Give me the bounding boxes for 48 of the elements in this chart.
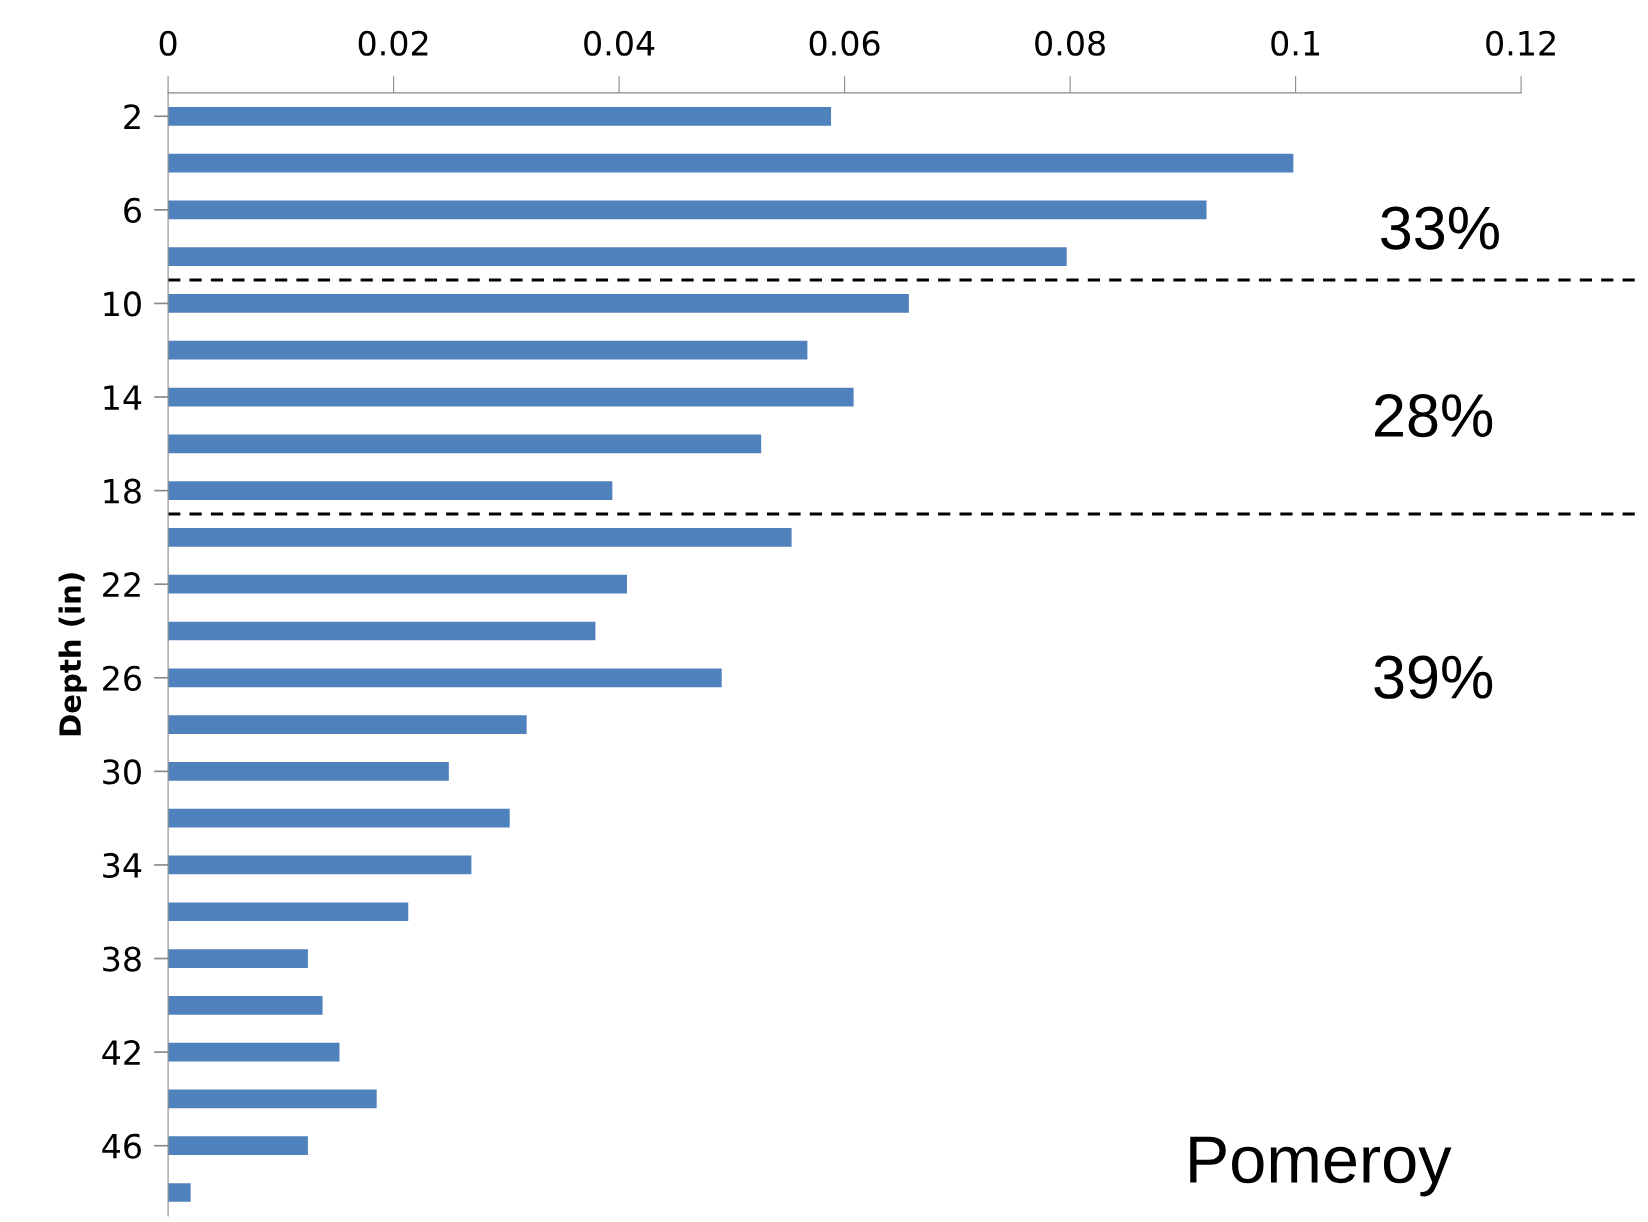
y-axis-title: Depth (in) bbox=[58, 573, 87, 736]
annotation: Pomeroy bbox=[1190, 1136, 1452, 1197]
bar bbox=[168, 1042, 340, 1062]
x-tick-label: 0 bbox=[159, 30, 177, 56]
bar bbox=[168, 621, 596, 641]
bar bbox=[168, 1183, 191, 1202]
bar bbox=[168, 715, 527, 734]
annotation: 33% bbox=[1381, 206, 1499, 250]
bar bbox=[168, 340, 808, 360]
bar bbox=[168, 1136, 308, 1156]
x-tick-label: 0.12 bbox=[1486, 30, 1555, 56]
x-tick-label: 0.02 bbox=[358, 30, 428, 56]
y-tick-label: 42 bbox=[102, 1040, 140, 1065]
y-tick-label: 46 bbox=[102, 1133, 141, 1159]
bar bbox=[168, 387, 854, 407]
bar bbox=[168, 995, 323, 1015]
y-tick-label: 10 bbox=[104, 291, 141, 317]
bar bbox=[168, 762, 449, 781]
bar bbox=[168, 808, 510, 828]
bar bbox=[168, 902, 409, 922]
bar bbox=[168, 481, 613, 500]
x-tick-label: 0.06 bbox=[809, 30, 880, 56]
y-tick-label: 2 bbox=[124, 104, 140, 129]
annotation: 28% bbox=[1375, 393, 1493, 438]
annotation: 39% bbox=[1374, 655, 1493, 699]
y-tick-label: 38 bbox=[103, 946, 141, 972]
x-tick-label: 0.08 bbox=[1035, 30, 1105, 56]
y-tick-label: 22 bbox=[103, 572, 140, 597]
bar bbox=[168, 855, 472, 875]
y-tick-label: 26 bbox=[103, 665, 141, 691]
bar bbox=[168, 434, 762, 454]
x-tick-label: 0.04 bbox=[584, 30, 655, 56]
bar bbox=[168, 1089, 377, 1109]
bar bbox=[168, 574, 627, 594]
y-tick-label: 34 bbox=[103, 852, 142, 879]
bar bbox=[168, 247, 1067, 266]
y-tick-label: 6 bbox=[124, 197, 141, 223]
bar bbox=[168, 200, 1207, 220]
y-tick-label: 30 bbox=[103, 759, 141, 785]
bar bbox=[168, 949, 308, 968]
bar bbox=[168, 153, 1294, 173]
bar bbox=[168, 528, 792, 547]
y-tick-label: 18 bbox=[104, 478, 141, 504]
x-tick-label: 0.1 bbox=[1271, 30, 1320, 56]
bar bbox=[168, 106, 832, 126]
bar bbox=[168, 294, 909, 313]
bar bbox=[168, 668, 722, 688]
y-tick-label: 14 bbox=[104, 385, 142, 410]
